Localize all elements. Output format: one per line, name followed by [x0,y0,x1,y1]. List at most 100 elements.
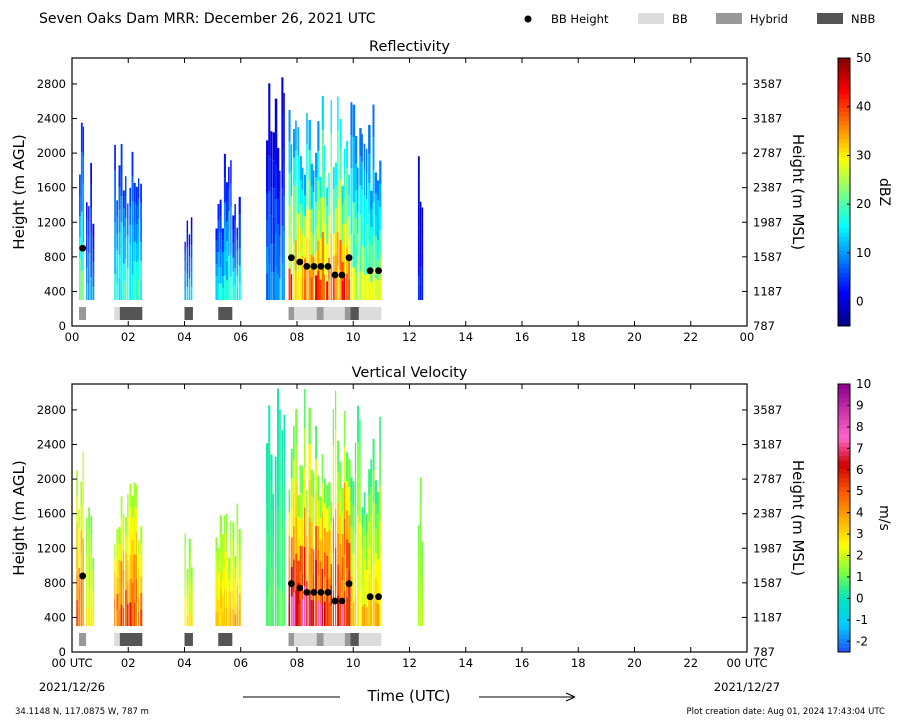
colorbar-cell [838,241,850,247]
echo-cell [352,104,356,138]
echo-cell [321,540,324,569]
echo-cell [184,595,186,611]
echo-cell [114,557,116,572]
echo-cell [238,561,241,578]
echo-cell [295,589,298,627]
echo-cell [330,563,332,585]
echo-cell [348,514,351,543]
colorbar-cell [838,468,850,474]
echo-cell [129,507,132,532]
echo-cell [131,560,134,583]
echo-cell [225,221,228,242]
echo-cell [125,607,128,627]
echo-cell [321,454,324,483]
echo-cell [232,608,235,627]
echo-cell [361,272,363,301]
echo-cell [301,189,304,212]
echo-cell [234,579,237,592]
echo-cell [368,212,371,242]
echo-cell [374,193,378,216]
bb-height-marker [317,262,325,270]
echo-cell [326,243,329,263]
x-tick-label: 00 UTC [51,656,92,670]
echo-cell [339,149,342,180]
echo-cell [281,430,284,463]
y-tick-label: 2400 [37,112,66,126]
echo-cell [308,179,311,210]
colorbar-cell [838,263,850,269]
bb-height-marker [296,584,304,592]
echo-cell [116,609,119,627]
colorbar-tick-label: 0 [856,591,864,605]
y2-axis-label: Height (m MSL) [789,460,807,576]
echo-cell [277,467,279,508]
echo-cell [234,591,237,603]
echo-cell [184,270,186,281]
echo-cell [116,266,118,284]
echo-cell [297,184,300,214]
colorbar-cell [838,267,850,273]
echo-cell [114,544,116,558]
echo-cell [277,546,279,587]
echo-cell [80,505,83,530]
echo-cell [319,217,322,239]
echo-cell [270,215,273,244]
echo-cell [215,567,218,582]
echo-cell [308,270,311,301]
echo-cell [359,214,362,243]
echo-cell [184,548,186,565]
echo-cell [343,224,346,250]
y-tick-label: 1600 [37,507,66,521]
echo-cell [374,278,378,301]
echo-cell [283,127,285,162]
echo-cell [330,200,332,234]
echo-cell [343,148,346,174]
echo-cell [129,187,132,207]
echo-cell [129,602,132,627]
colorbar-cell [838,209,850,215]
echo-cell [323,248,326,275]
echo-cell [292,271,296,301]
echo-cell [190,244,193,259]
echo-cell [292,559,295,593]
echo-cell [365,513,368,533]
echo-cell [370,514,373,543]
echo-cell [354,245,358,273]
echo-cell [321,95,324,130]
echo-cell [116,250,118,267]
echo-cell [421,284,424,301]
echo-cell [299,203,302,228]
bb-height-marker [303,262,311,270]
echo-cell [295,150,297,181]
echo-cell [232,285,235,301]
echo-cell [417,180,420,205]
bb-height-marker [366,267,374,275]
echo-cell [186,578,189,588]
echo-cell [129,483,132,508]
echo-cell [125,176,127,197]
echo-cell [368,124,371,155]
echo-cell [299,155,302,180]
echo-cell [140,592,143,610]
echo-cell [370,208,373,228]
echo-cell [80,152,83,182]
echo-cell [215,552,218,568]
echo-cell [135,531,138,556]
colorbar-tick-label: 20 [856,197,871,211]
colorbar-cell [838,410,850,416]
echo-cell [118,210,121,233]
echo-cell [365,173,368,200]
colorbar-cell [838,406,850,412]
echo-cell [357,479,360,516]
colorbar-frame [837,57,851,327]
y-tick-label: 0 [59,645,66,659]
echo-cell [90,231,92,255]
colorbar-cell [838,535,850,541]
echo-cell [357,255,359,278]
echo-cell [368,469,371,496]
echo-cell [304,586,306,627]
colorbar-cell [838,317,850,323]
echo-cell [341,204,344,224]
echo-cell [374,504,377,529]
bb-type-segment [184,307,193,320]
